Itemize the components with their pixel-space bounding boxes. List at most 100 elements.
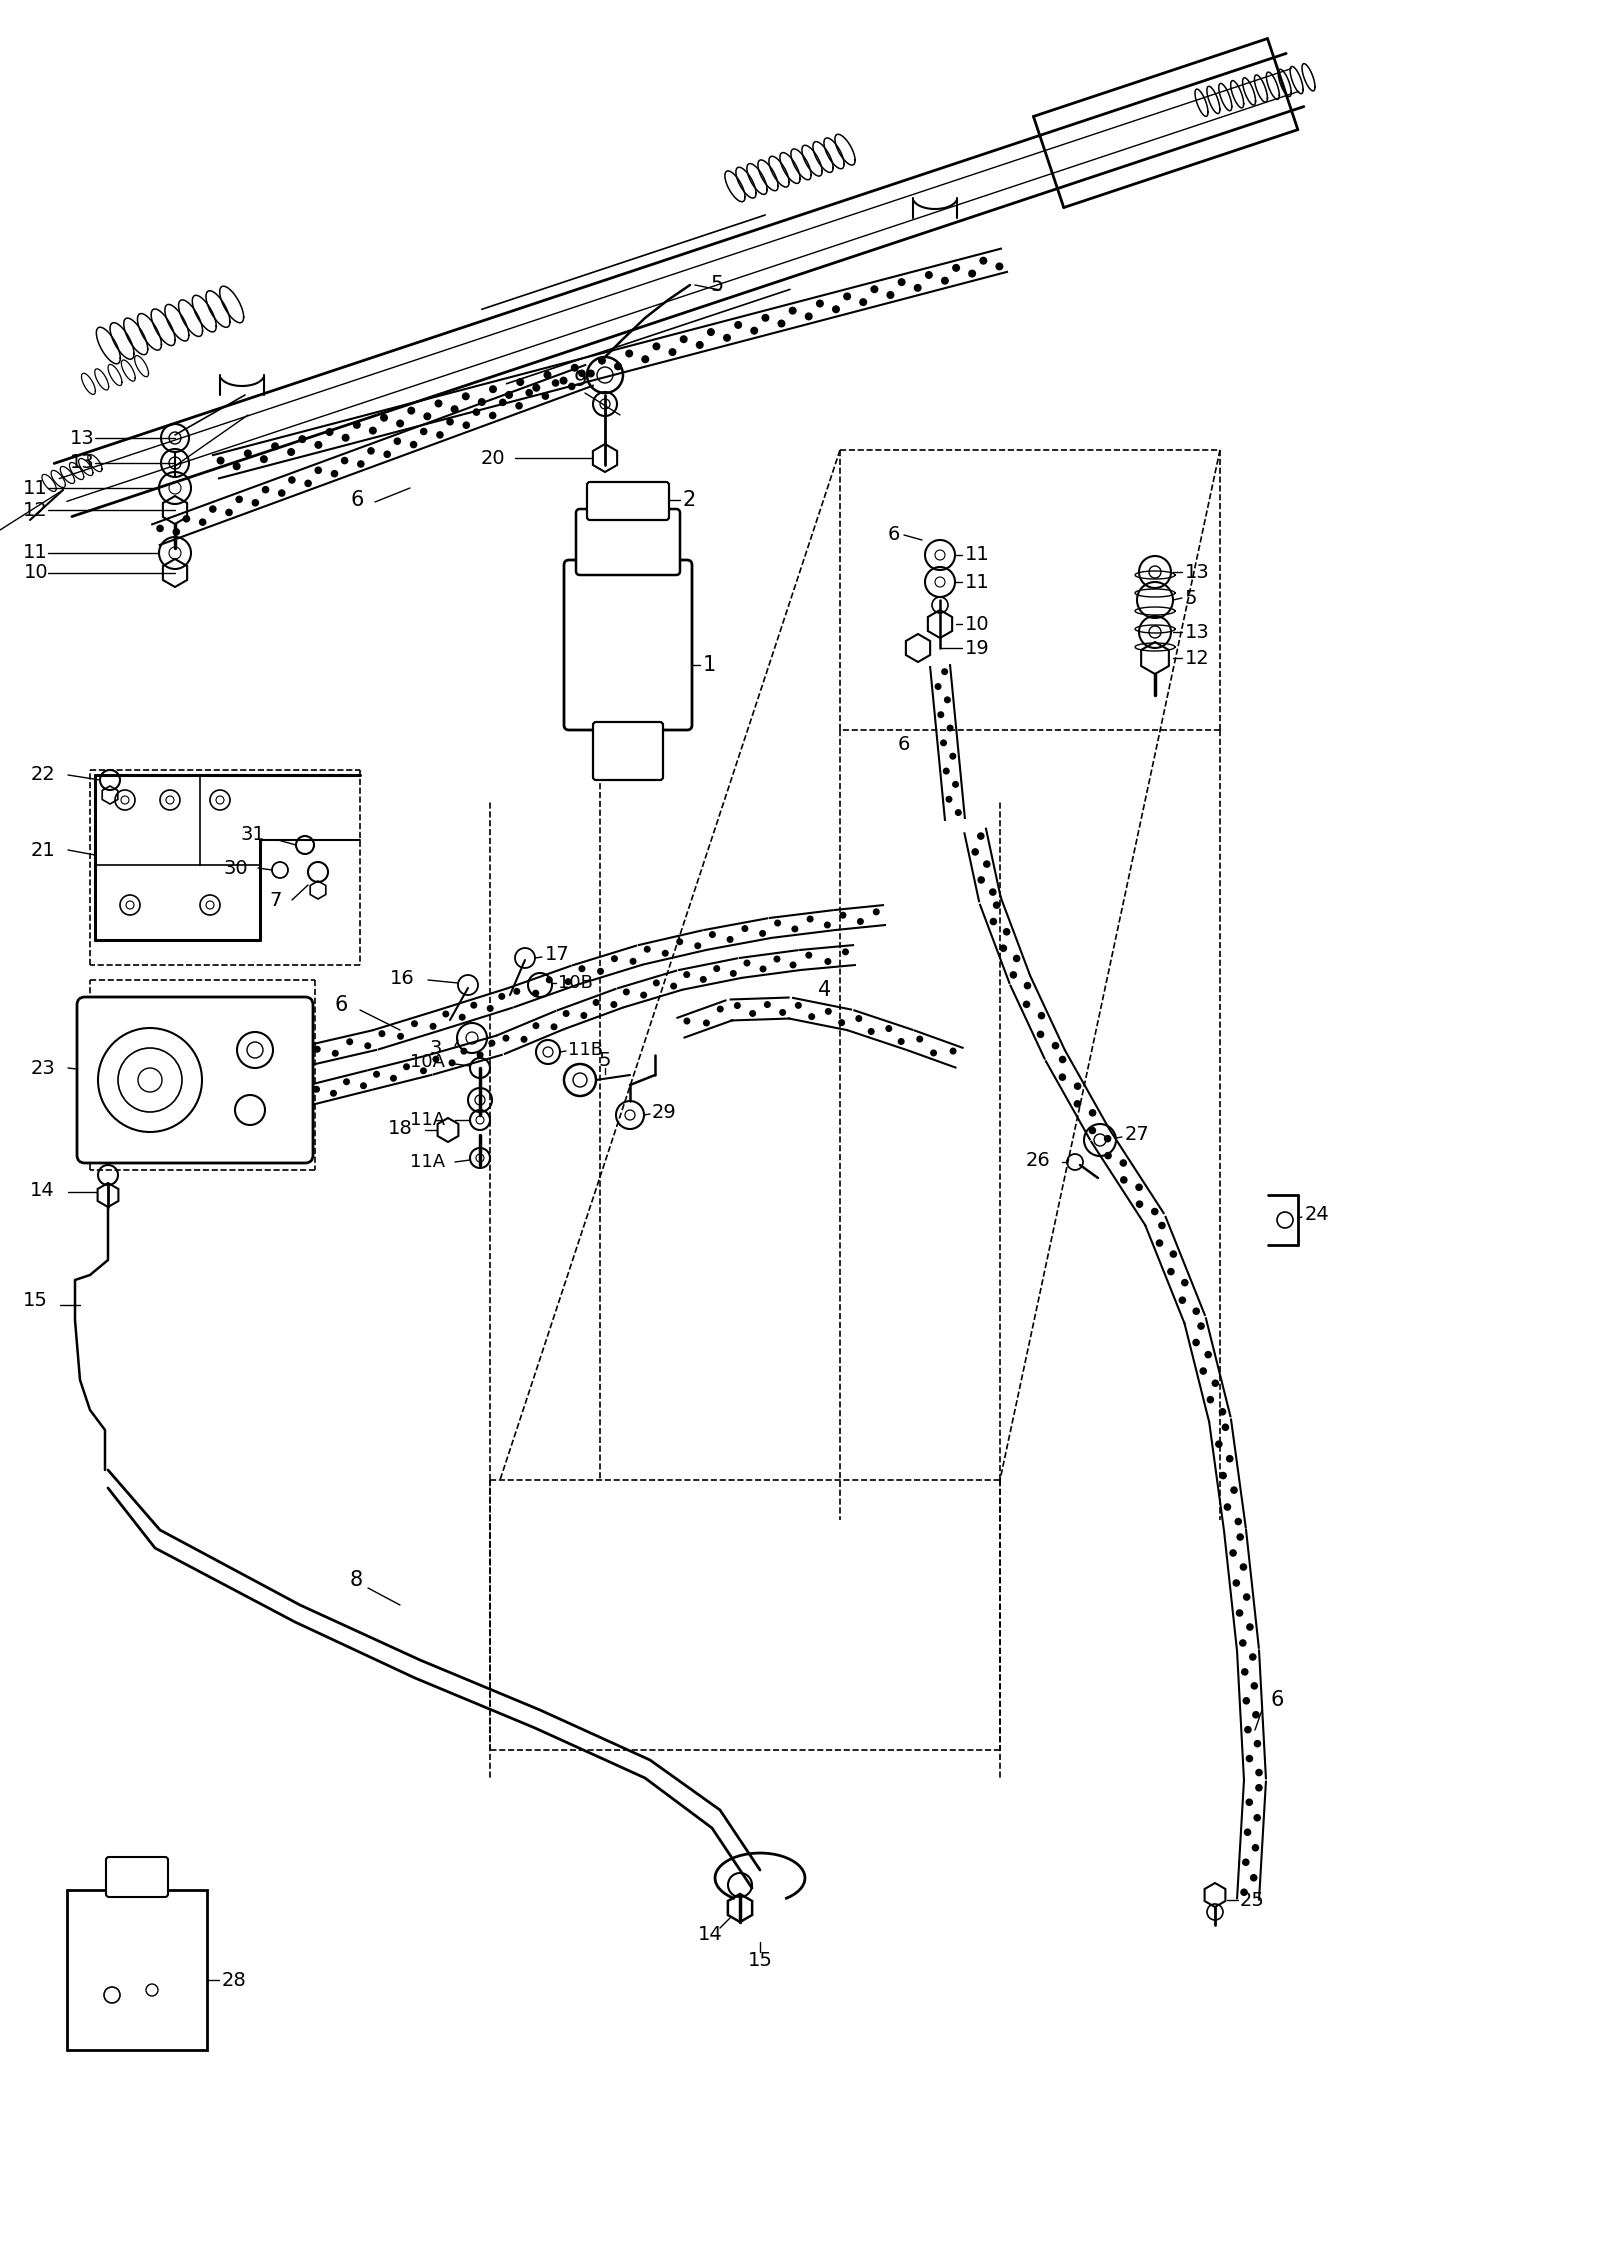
Circle shape	[1022, 1001, 1030, 1008]
Circle shape	[949, 1048, 957, 1055]
Circle shape	[1245, 1798, 1253, 1807]
Circle shape	[938, 711, 944, 718]
Circle shape	[1251, 1683, 1258, 1690]
Circle shape	[941, 668, 949, 675]
Circle shape	[955, 810, 962, 817]
Circle shape	[182, 515, 190, 522]
Circle shape	[357, 461, 365, 468]
Circle shape	[360, 1082, 366, 1089]
Circle shape	[346, 1037, 354, 1046]
Circle shape	[546, 976, 552, 983]
Circle shape	[952, 781, 958, 788]
Circle shape	[1197, 1323, 1205, 1330]
Circle shape	[330, 1089, 338, 1096]
Text: 2: 2	[683, 490, 696, 511]
Text: 13: 13	[1186, 623, 1210, 641]
Circle shape	[1104, 1152, 1112, 1159]
Circle shape	[331, 470, 338, 477]
Circle shape	[1088, 1127, 1096, 1134]
Circle shape	[490, 385, 498, 394]
Circle shape	[379, 1030, 386, 1037]
Circle shape	[824, 958, 832, 965]
Text: 6: 6	[898, 736, 910, 754]
Circle shape	[259, 455, 267, 464]
Circle shape	[1246, 1755, 1253, 1762]
Circle shape	[1024, 981, 1032, 990]
Circle shape	[709, 932, 715, 938]
Circle shape	[525, 389, 533, 396]
Circle shape	[925, 270, 933, 279]
Circle shape	[411, 1019, 418, 1028]
Circle shape	[741, 925, 749, 932]
Circle shape	[397, 418, 405, 428]
Circle shape	[331, 1051, 339, 1057]
Circle shape	[707, 328, 715, 335]
Circle shape	[381, 414, 389, 421]
Circle shape	[424, 412, 432, 421]
Circle shape	[541, 392, 549, 400]
Text: 12: 12	[24, 500, 48, 520]
Circle shape	[773, 956, 781, 963]
Text: 11: 11	[965, 572, 990, 592]
Circle shape	[1136, 1184, 1142, 1190]
FancyBboxPatch shape	[594, 722, 662, 781]
Circle shape	[989, 889, 997, 896]
Circle shape	[517, 378, 525, 387]
Text: 5: 5	[1186, 590, 1197, 608]
Circle shape	[762, 313, 770, 322]
Circle shape	[1232, 1580, 1240, 1586]
Text: 10: 10	[965, 614, 990, 634]
Circle shape	[565, 979, 571, 986]
Text: 10A: 10A	[410, 1053, 445, 1071]
Circle shape	[824, 922, 830, 929]
Circle shape	[971, 848, 979, 855]
Circle shape	[1192, 1307, 1200, 1314]
Circle shape	[946, 796, 952, 803]
Circle shape	[198, 518, 206, 526]
Circle shape	[642, 356, 650, 362]
Circle shape	[1214, 1440, 1222, 1449]
Circle shape	[898, 1037, 904, 1044]
Circle shape	[472, 407, 480, 416]
Circle shape	[1059, 1055, 1066, 1064]
Circle shape	[917, 1035, 923, 1042]
Text: 6: 6	[1270, 1690, 1283, 1710]
Circle shape	[870, 286, 878, 292]
Circle shape	[506, 392, 514, 398]
Circle shape	[314, 1046, 320, 1053]
Circle shape	[490, 412, 496, 418]
Circle shape	[1074, 1082, 1082, 1089]
Text: 13: 13	[70, 428, 94, 448]
Circle shape	[270, 443, 278, 450]
Text: 18: 18	[389, 1118, 413, 1138]
Circle shape	[1222, 1424, 1229, 1431]
Text: 11: 11	[24, 479, 48, 497]
Text: 21: 21	[30, 842, 54, 860]
Circle shape	[448, 1060, 456, 1066]
Circle shape	[858, 918, 864, 925]
Circle shape	[366, 448, 374, 454]
Circle shape	[694, 943, 701, 950]
Circle shape	[843, 292, 851, 302]
Circle shape	[173, 529, 181, 536]
Circle shape	[1170, 1251, 1178, 1258]
Circle shape	[1158, 1222, 1166, 1228]
Circle shape	[1219, 1408, 1226, 1415]
Circle shape	[1206, 1395, 1214, 1404]
Text: 31: 31	[240, 826, 266, 844]
Circle shape	[717, 1006, 723, 1012]
Text: 1: 1	[702, 655, 717, 675]
Circle shape	[470, 1001, 477, 1008]
Circle shape	[520, 1035, 528, 1042]
Text: 15: 15	[747, 1951, 773, 1969]
Circle shape	[498, 992, 506, 999]
Circle shape	[1010, 972, 1018, 979]
Circle shape	[1120, 1177, 1128, 1184]
Circle shape	[560, 376, 568, 385]
Circle shape	[533, 1022, 539, 1028]
Circle shape	[1038, 1012, 1045, 1019]
Circle shape	[1238, 1640, 1246, 1647]
Circle shape	[1243, 1696, 1250, 1706]
Circle shape	[314, 1087, 320, 1094]
Circle shape	[734, 1001, 741, 1008]
